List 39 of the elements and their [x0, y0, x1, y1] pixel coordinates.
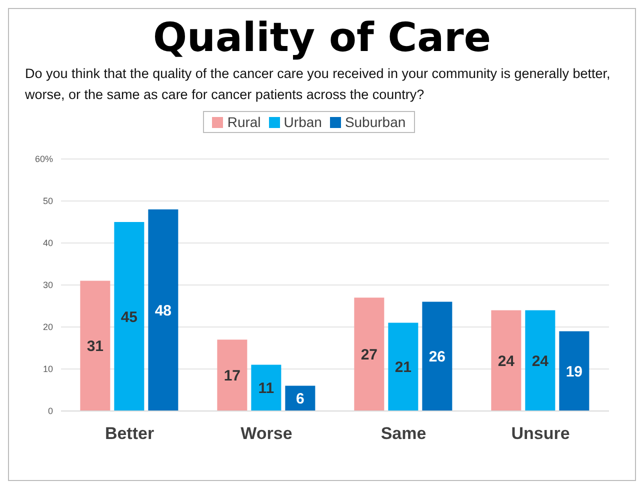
bar: [422, 302, 452, 411]
data-label: 11: [258, 380, 274, 398]
bar: [251, 364, 282, 411]
bar: [525, 310, 556, 411]
y-tick-label: 20: [42, 322, 53, 332]
data-label: 27: [360, 346, 378, 364]
x-tick-label: Worse: [240, 424, 292, 444]
data-label: 17: [224, 368, 241, 385]
bar: [217, 340, 248, 411]
chart-title: Quality of Care: [152, 15, 492, 61]
y-tick-label: 50: [42, 196, 53, 206]
bar: [491, 310, 522, 411]
data-label: 19: [566, 363, 583, 380]
data-label: 31: [86, 338, 104, 356]
y-tick-label: 30: [42, 280, 53, 290]
legend-label: Urban: [282, 114, 322, 130]
data-label: 24: [532, 352, 550, 370]
y-tick-label: 40: [42, 238, 53, 248]
data-label: 48: [154, 302, 172, 320]
y-tick-label: 60%: [34, 154, 53, 164]
x-tick-label: Better: [104, 424, 154, 444]
bar: [148, 209, 178, 411]
chart-subtitle: Do you think that the quality of the cancer care you received in your community is generally better, worse, or the same as care for cancer patients across the country?: [24, 65, 612, 104]
x-tick-label: Same: [380, 424, 426, 444]
legend-label: Rural: [226, 114, 261, 130]
data-label: 6: [296, 390, 304, 408]
data-label: 45: [120, 308, 138, 326]
bar: [559, 331, 590, 411]
bar: [114, 222, 144, 411]
y-tick-label: 0: [48, 406, 53, 416]
bar: [388, 322, 418, 411]
data-label: 21: [394, 359, 412, 376]
x-tick-label: Unsure: [511, 424, 570, 444]
data-label: 24: [498, 352, 516, 370]
bar: [80, 280, 110, 411]
data-label: 26: [428, 348, 446, 366]
bar: [354, 298, 384, 411]
legend-label: Suburban: [344, 114, 406, 130]
y-tick-label: 10: [42, 364, 53, 374]
